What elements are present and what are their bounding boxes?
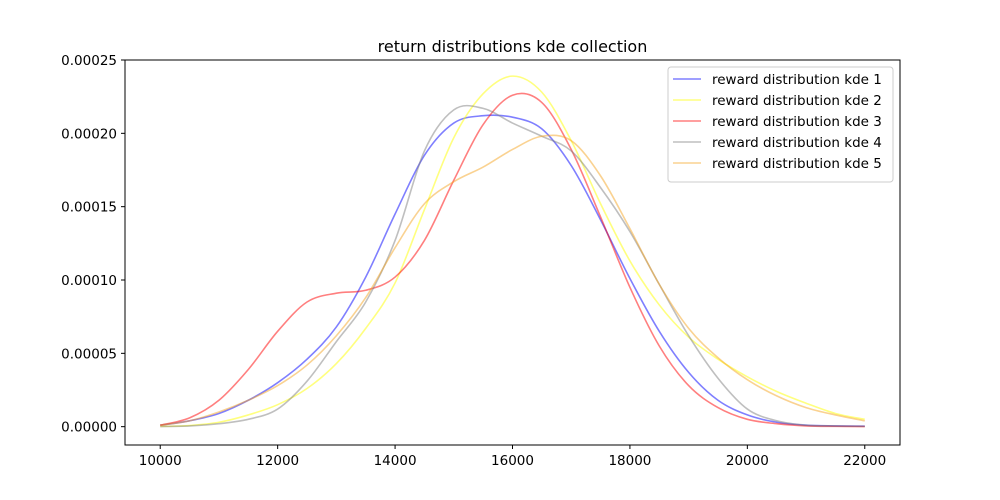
legend-box <box>667 66 894 183</box>
chart-title: return distributions kde collection <box>378 37 648 56</box>
x-axis: 10000 12000 14000 16000 18000 20000 22000 <box>139 445 886 469</box>
legend: reward distribution kde 1 reward distribu… <box>667 66 894 183</box>
series-line-kde-1 <box>160 114 865 428</box>
x-tick-label: 12000 <box>256 453 299 469</box>
y-tick-label: 0.00010 <box>61 273 117 289</box>
legend-label: reward distribution kde 4 <box>712 135 882 151</box>
y-tick-label: 0.00005 <box>61 346 117 362</box>
series-line-kde-5 <box>160 134 865 426</box>
series-line-kde-3 <box>160 92 865 428</box>
x-tick-label: 10000 <box>139 453 182 469</box>
y-tick-label: 0.00000 <box>61 420 117 436</box>
legend-label: reward distribution kde 5 <box>712 156 882 172</box>
series-line-kde-4 <box>160 104 865 428</box>
y-tick-label: 0.00025 <box>61 53 117 69</box>
series-line-kde-2 <box>160 75 865 428</box>
x-tick-label: 22000 <box>843 453 886 469</box>
series-layer <box>160 75 865 428</box>
y-tick-label: 0.00020 <box>61 126 117 142</box>
legend-label: reward distribution kde 1 <box>712 72 882 88</box>
legend-label: reward distribution kde 2 <box>712 93 882 109</box>
x-tick-label: 18000 <box>608 453 651 469</box>
x-tick-label: 20000 <box>726 453 769 469</box>
legend-label: reward distribution kde 3 <box>712 114 882 130</box>
y-axis: 0.00000 0.00005 0.00010 0.00015 0.00020 0.000… <box>61 53 125 436</box>
y-tick-label: 0.00015 <box>61 200 117 216</box>
x-tick-label: 16000 <box>491 453 534 469</box>
x-tick-label: 14000 <box>374 453 417 469</box>
